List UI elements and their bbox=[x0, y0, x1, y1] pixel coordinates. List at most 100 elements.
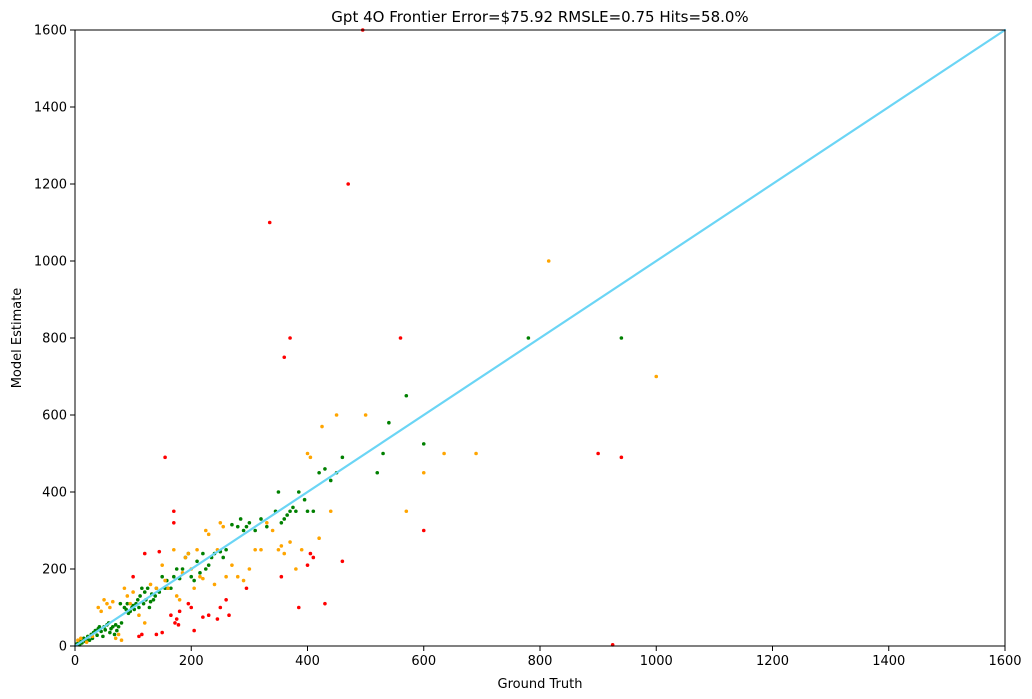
data-point-green bbox=[180, 567, 185, 571]
data-point-red bbox=[172, 509, 176, 514]
data-point-green bbox=[116, 624, 121, 629]
data-point-orange bbox=[203, 528, 208, 533]
y-tick-label: 800 bbox=[42, 332, 67, 347]
data-point-green bbox=[302, 497, 307, 502]
data-point-green bbox=[291, 505, 295, 510]
data-point-orange bbox=[128, 601, 133, 606]
data-point-orange bbox=[137, 613, 141, 617]
data-point-red bbox=[192, 628, 196, 633]
data-point-orange bbox=[195, 547, 199, 552]
data-point-green bbox=[142, 590, 147, 594]
data-point-orange bbox=[218, 521, 223, 525]
data-point-red bbox=[157, 549, 162, 554]
data-point-orange bbox=[108, 605, 112, 610]
data-point-orange bbox=[131, 590, 135, 594]
data-point-orange bbox=[241, 578, 246, 583]
data-point-green bbox=[195, 559, 199, 564]
data-point-green bbox=[253, 528, 257, 533]
data-point-red bbox=[305, 563, 310, 567]
data-point-orange bbox=[172, 547, 176, 552]
data-point-green bbox=[381, 451, 385, 456]
data-point-green bbox=[115, 628, 119, 633]
data-point-green bbox=[151, 598, 156, 602]
data-point-green bbox=[221, 555, 226, 560]
data-point-green bbox=[241, 528, 246, 533]
data-point-green bbox=[421, 442, 426, 446]
y-axis-label: Model Estimate bbox=[10, 288, 25, 389]
data-point-red bbox=[215, 617, 220, 621]
data-point-red bbox=[421, 528, 426, 533]
data-point-orange bbox=[334, 413, 339, 417]
data-point-orange bbox=[105, 601, 109, 606]
data-point-orange bbox=[192, 586, 196, 591]
data-point-red bbox=[176, 623, 181, 627]
data-point-green bbox=[108, 630, 112, 635]
data-point-green bbox=[118, 601, 123, 606]
data-point-green bbox=[526, 336, 531, 340]
y-tick-label: 1200 bbox=[34, 178, 67, 193]
data-point-green bbox=[135, 598, 140, 602]
data-point-orange bbox=[442, 451, 446, 456]
data-point-red bbox=[267, 220, 272, 225]
data-point-red bbox=[218, 605, 223, 610]
data-point-orange bbox=[116, 632, 121, 637]
data-point-orange bbox=[96, 605, 101, 610]
data-point-red bbox=[154, 632, 159, 637]
data-point-orange bbox=[113, 636, 118, 641]
data-point-orange bbox=[186, 551, 191, 556]
data-point-green bbox=[224, 547, 228, 552]
data-point-orange bbox=[654, 374, 659, 379]
data-point-orange bbox=[328, 509, 333, 514]
data-point-red bbox=[140, 632, 144, 637]
x-tick-label: 1200 bbox=[756, 654, 789, 669]
data-point-orange bbox=[201, 576, 205, 581]
chart-title: Gpt 4O Frontier Error=$75.92 RMSLE=0.75 … bbox=[331, 8, 748, 26]
data-point-green bbox=[153, 594, 158, 598]
data-point-orange bbox=[76, 638, 80, 643]
x-tick-label: 1600 bbox=[988, 654, 1021, 669]
data-point-green bbox=[101, 634, 105, 639]
data-point-orange bbox=[230, 563, 234, 567]
data-point-red bbox=[308, 551, 313, 556]
data-point-green bbox=[311, 509, 316, 514]
data-point-red bbox=[173, 621, 177, 625]
data-point-red bbox=[142, 551, 147, 556]
data-point-green bbox=[404, 393, 409, 398]
data-point-red bbox=[288, 336, 292, 340]
data-point-green bbox=[112, 632, 117, 637]
data-point-orange bbox=[166, 586, 170, 591]
data-point-green bbox=[265, 524, 269, 529]
y-tick-label: 1400 bbox=[34, 101, 67, 116]
data-point-green bbox=[244, 524, 249, 529]
data-point-orange bbox=[421, 470, 426, 475]
x-axis-ticks: 0 200 400 600 800 1000 1200 1400 1600 bbox=[71, 646, 1022, 669]
data-point-green bbox=[387, 420, 391, 425]
x-axis-label: Ground Truth bbox=[498, 677, 583, 692]
data-point-orange bbox=[221, 524, 226, 529]
data-point-orange bbox=[235, 574, 240, 579]
data-point-red bbox=[279, 574, 284, 579]
data-point-red bbox=[244, 586, 249, 591]
data-point-green bbox=[619, 336, 624, 340]
data-point-orange bbox=[177, 598, 182, 602]
data-point-orange bbox=[206, 532, 211, 537]
data-point-green bbox=[140, 586, 144, 591]
data-point-orange bbox=[154, 586, 159, 591]
x-tick-label: 800 bbox=[528, 654, 553, 669]
x-tick-label: 600 bbox=[411, 654, 436, 669]
data-point-red bbox=[169, 613, 173, 617]
data-point-green bbox=[328, 478, 333, 483]
data-point-green bbox=[113, 623, 118, 627]
data-point-orange bbox=[148, 582, 153, 587]
data-point-orange bbox=[259, 547, 263, 552]
data-point-orange bbox=[363, 413, 368, 417]
data-point-orange bbox=[247, 567, 252, 571]
data-point-red bbox=[189, 605, 194, 610]
data-point-green bbox=[103, 628, 108, 632]
data-point-orange bbox=[110, 599, 115, 604]
data-point-green bbox=[259, 517, 263, 521]
data-point-orange bbox=[320, 424, 324, 429]
data-point-green bbox=[375, 470, 380, 475]
data-point-green bbox=[141, 601, 146, 606]
